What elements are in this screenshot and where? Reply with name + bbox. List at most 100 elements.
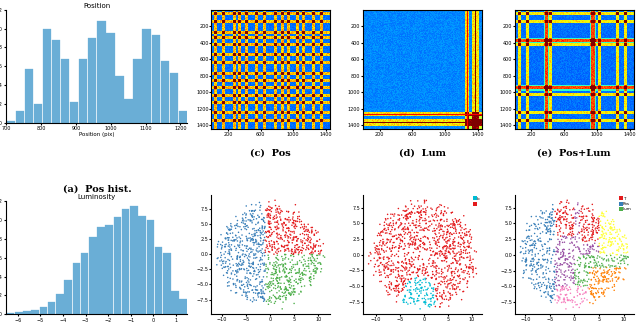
Point: [587, 292, 597, 297]
Point: [538, 280, 548, 285]
Point: [589, 255, 599, 260]
Point: [420, 293, 430, 298]
Point: [558, 252, 568, 257]
Point: [420, 206, 431, 211]
Point: [267, 245, 277, 250]
Point: [282, 246, 292, 251]
Point: [400, 227, 410, 232]
Point: [406, 292, 416, 297]
Point: [401, 226, 411, 232]
Point: [238, 262, 248, 267]
Point: [438, 233, 448, 238]
Point: [264, 225, 275, 230]
Point: [408, 240, 418, 246]
Point: [241, 290, 252, 295]
Point: [445, 242, 456, 247]
Point: [592, 274, 602, 279]
Point: [213, 239, 223, 244]
Point: [287, 216, 298, 222]
Point: [422, 226, 432, 231]
Point: [403, 277, 413, 282]
Point: [234, 279, 244, 284]
Point: [461, 255, 472, 260]
Point: [542, 283, 552, 288]
Point: [248, 261, 259, 266]
Point: [530, 222, 540, 227]
Point: [291, 235, 301, 240]
Point: [269, 242, 280, 247]
Point: [285, 253, 296, 258]
Point: [291, 271, 301, 276]
Point: [580, 235, 590, 240]
Point: [427, 275, 437, 280]
Point: [622, 244, 632, 249]
Point: [602, 270, 612, 275]
Point: [515, 244, 525, 249]
Point: [556, 234, 566, 239]
Point: [407, 256, 417, 261]
Point: [234, 245, 244, 250]
Point: [221, 236, 231, 241]
Point: [280, 229, 291, 235]
Point: [434, 230, 444, 236]
Point: [607, 271, 618, 276]
Point: [273, 209, 283, 214]
Point: [524, 227, 534, 233]
Point: [278, 220, 289, 225]
Point: [401, 203, 411, 209]
Point: [242, 236, 252, 241]
Point: [556, 261, 566, 266]
Point: [252, 276, 262, 281]
Point: [376, 279, 387, 284]
Point: [574, 283, 584, 288]
Point: [433, 237, 443, 242]
Point: [255, 294, 266, 299]
Point: [415, 217, 425, 222]
Point: [259, 235, 269, 240]
Point: [556, 262, 566, 267]
Point: [400, 267, 410, 272]
Point: [315, 252, 325, 258]
Point: [420, 277, 430, 282]
Point: [580, 289, 591, 295]
Point: [257, 295, 267, 300]
Point: [572, 210, 582, 215]
Point: [454, 281, 465, 286]
Point: [271, 256, 282, 261]
Point: [425, 296, 435, 301]
Point: [579, 262, 589, 268]
Point: [256, 250, 266, 255]
Point: [577, 206, 587, 212]
Point: [445, 225, 456, 230]
Point: [401, 300, 412, 305]
Point: [246, 237, 256, 243]
Point: [270, 283, 280, 288]
Point: [293, 245, 303, 250]
Point: [422, 270, 433, 275]
Point: [282, 243, 292, 248]
Point: [586, 284, 596, 289]
Point: [285, 235, 296, 240]
Point: [248, 287, 258, 293]
Point: [390, 267, 401, 272]
Point: [396, 277, 406, 283]
Point: [573, 274, 584, 279]
Point: [548, 249, 559, 254]
Point: [264, 230, 275, 235]
Point: [232, 221, 243, 226]
Point: [296, 276, 306, 281]
Point: [445, 251, 455, 257]
Point: [262, 206, 273, 211]
Point: [435, 251, 445, 257]
Point: [271, 270, 282, 275]
Point: [609, 219, 619, 224]
Point: [394, 216, 404, 221]
Point: [564, 251, 574, 256]
Point: [463, 255, 473, 260]
Point: [381, 249, 391, 254]
Point: [231, 223, 241, 228]
Point: [296, 289, 306, 295]
Point: [563, 288, 573, 293]
Point: [266, 225, 276, 230]
Point: [556, 274, 566, 280]
